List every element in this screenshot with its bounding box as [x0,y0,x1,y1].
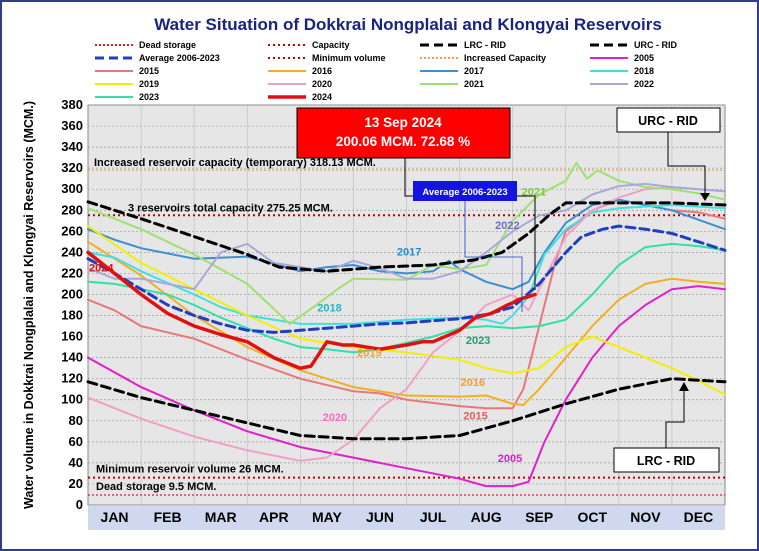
series-label: 2015 [463,411,487,423]
series-line-2023 [87,242,726,354]
y-tick-label: 0 [76,497,83,512]
series-line-2016 [87,240,726,406]
y-tick-label: 180 [61,308,83,323]
y-tick-label: 40 [69,455,83,470]
legend-label: 2016 [312,66,332,76]
series-line-2024 [86,250,537,370]
y-tick-label: 140 [61,350,83,365]
y-tick-label: 160 [61,329,83,344]
series-line-2022 [87,182,726,291]
x-tick-label: FEB [154,509,182,525]
legend-label: 2018 [634,66,654,76]
series-label: 2021 [522,187,546,199]
reference-line-label: Dead storage 9.5 MCM. [96,481,216,493]
legend-label: 2023 [139,92,159,102]
average-callout-label: Average 2006-2023 [422,187,507,198]
x-tick-label: JAN [101,509,129,525]
x-tick-label: SEP [525,509,553,525]
x-tick-label: AUG [471,509,502,525]
series-line-2019 [87,225,726,396]
legend-label: LRC - RID [464,40,506,50]
x-tick-label: JUN [366,509,394,525]
legend-label: 2021 [464,79,484,89]
lrc-callout-arrowhead [679,382,689,391]
legend-label: 2015 [139,66,159,76]
month-band [88,506,725,530]
current-callout-value: 200.06 MCM. 72.68 % [336,134,470,149]
series-label: 2017 [397,247,421,259]
legend-label: 2019 [139,79,159,89]
series-label: 2022 [495,220,519,232]
y-tick-label: 20 [69,476,83,491]
average-callout-box [413,181,517,201]
current-callout-date: 13 Sep 2024 [364,115,442,130]
urc-callout-leader [667,132,706,198]
y-tick-label: 320 [61,160,83,175]
x-tick-label: MAY [312,509,342,525]
x-tick-label: MAR [205,509,237,525]
legend-label: Capacity [312,40,350,50]
y-axis-label: Water volume in Dokkrai Nongplalai and K… [22,101,36,509]
reference-line-label: Increased reservoir capacity (temporary)… [94,157,376,169]
series-label: 2019 [357,348,381,360]
x-tick-label: JUL [420,509,447,525]
y-tick-label: 360 [61,118,83,133]
urc-callout-label: URC - RID [638,114,698,128]
x-tick-label: DEC [684,509,714,525]
reference-line-label: 3 reservoirs total capacity 275.25 MCM. [128,202,333,214]
series-label: 2005 [498,453,522,465]
series-line-average-2006-2023 [86,224,727,334]
y-tick-label: 200 [61,286,83,301]
series-label: 2016 [461,377,485,389]
series-label: 2018 [317,302,341,314]
y-tick-label: 100 [61,392,83,407]
reference-line-label: Minimum reservoir volume 26 MCM. [96,464,284,476]
y-tick-label: 280 [61,202,83,217]
series-line-2017 [87,198,726,291]
current-callout-box [296,107,511,159]
y-tick-label: 300 [61,181,83,196]
legend-label: 2024 [312,92,332,102]
y-tick-label: 260 [61,223,83,238]
lrc-callout-label: LRC - RID [637,454,695,468]
series-line-urc-rid [86,200,727,273]
y-tick-label: 120 [61,371,83,386]
legend-label: 2005 [634,53,654,63]
legend-label: Minimum volume [312,53,386,63]
chart-title: Water Situation of Dokkrai Nongplalai an… [154,15,662,34]
x-tick-label: APR [259,509,289,525]
legend-label: Dead storage [139,40,196,50]
x-tick-label: NOV [630,509,661,525]
x-tick-label: OCT [578,509,608,525]
legend-label: Average 2006-2023 [139,53,220,63]
y-tick-label: 340 [61,139,83,154]
series-label: 2023 [466,335,490,347]
legend-label: Increased Capacity [464,53,546,63]
series-line-2005 [87,285,726,488]
y-tick-label: 80 [69,413,83,428]
series-label: 2024 [89,262,114,274]
legend-label: 2020 [312,79,332,89]
urc-callout-arrowhead [700,193,710,201]
series-label: 2020 [323,412,347,424]
legend-label: URC - RID [634,40,677,50]
series-line-2021 [87,161,726,325]
series-line-lrc-rid [86,377,727,441]
y-tick-label: 240 [61,244,83,259]
legend-label: 2017 [464,66,484,76]
lrc-callout-leader [665,386,685,448]
lrc-callout-box [613,447,720,473]
y-tick-label: 60 [69,434,83,449]
average-callout-leader [464,201,523,312]
legend-label: 2022 [634,79,654,89]
y-tick-label: 380 [61,97,83,112]
y-tick-label: 220 [61,265,83,280]
